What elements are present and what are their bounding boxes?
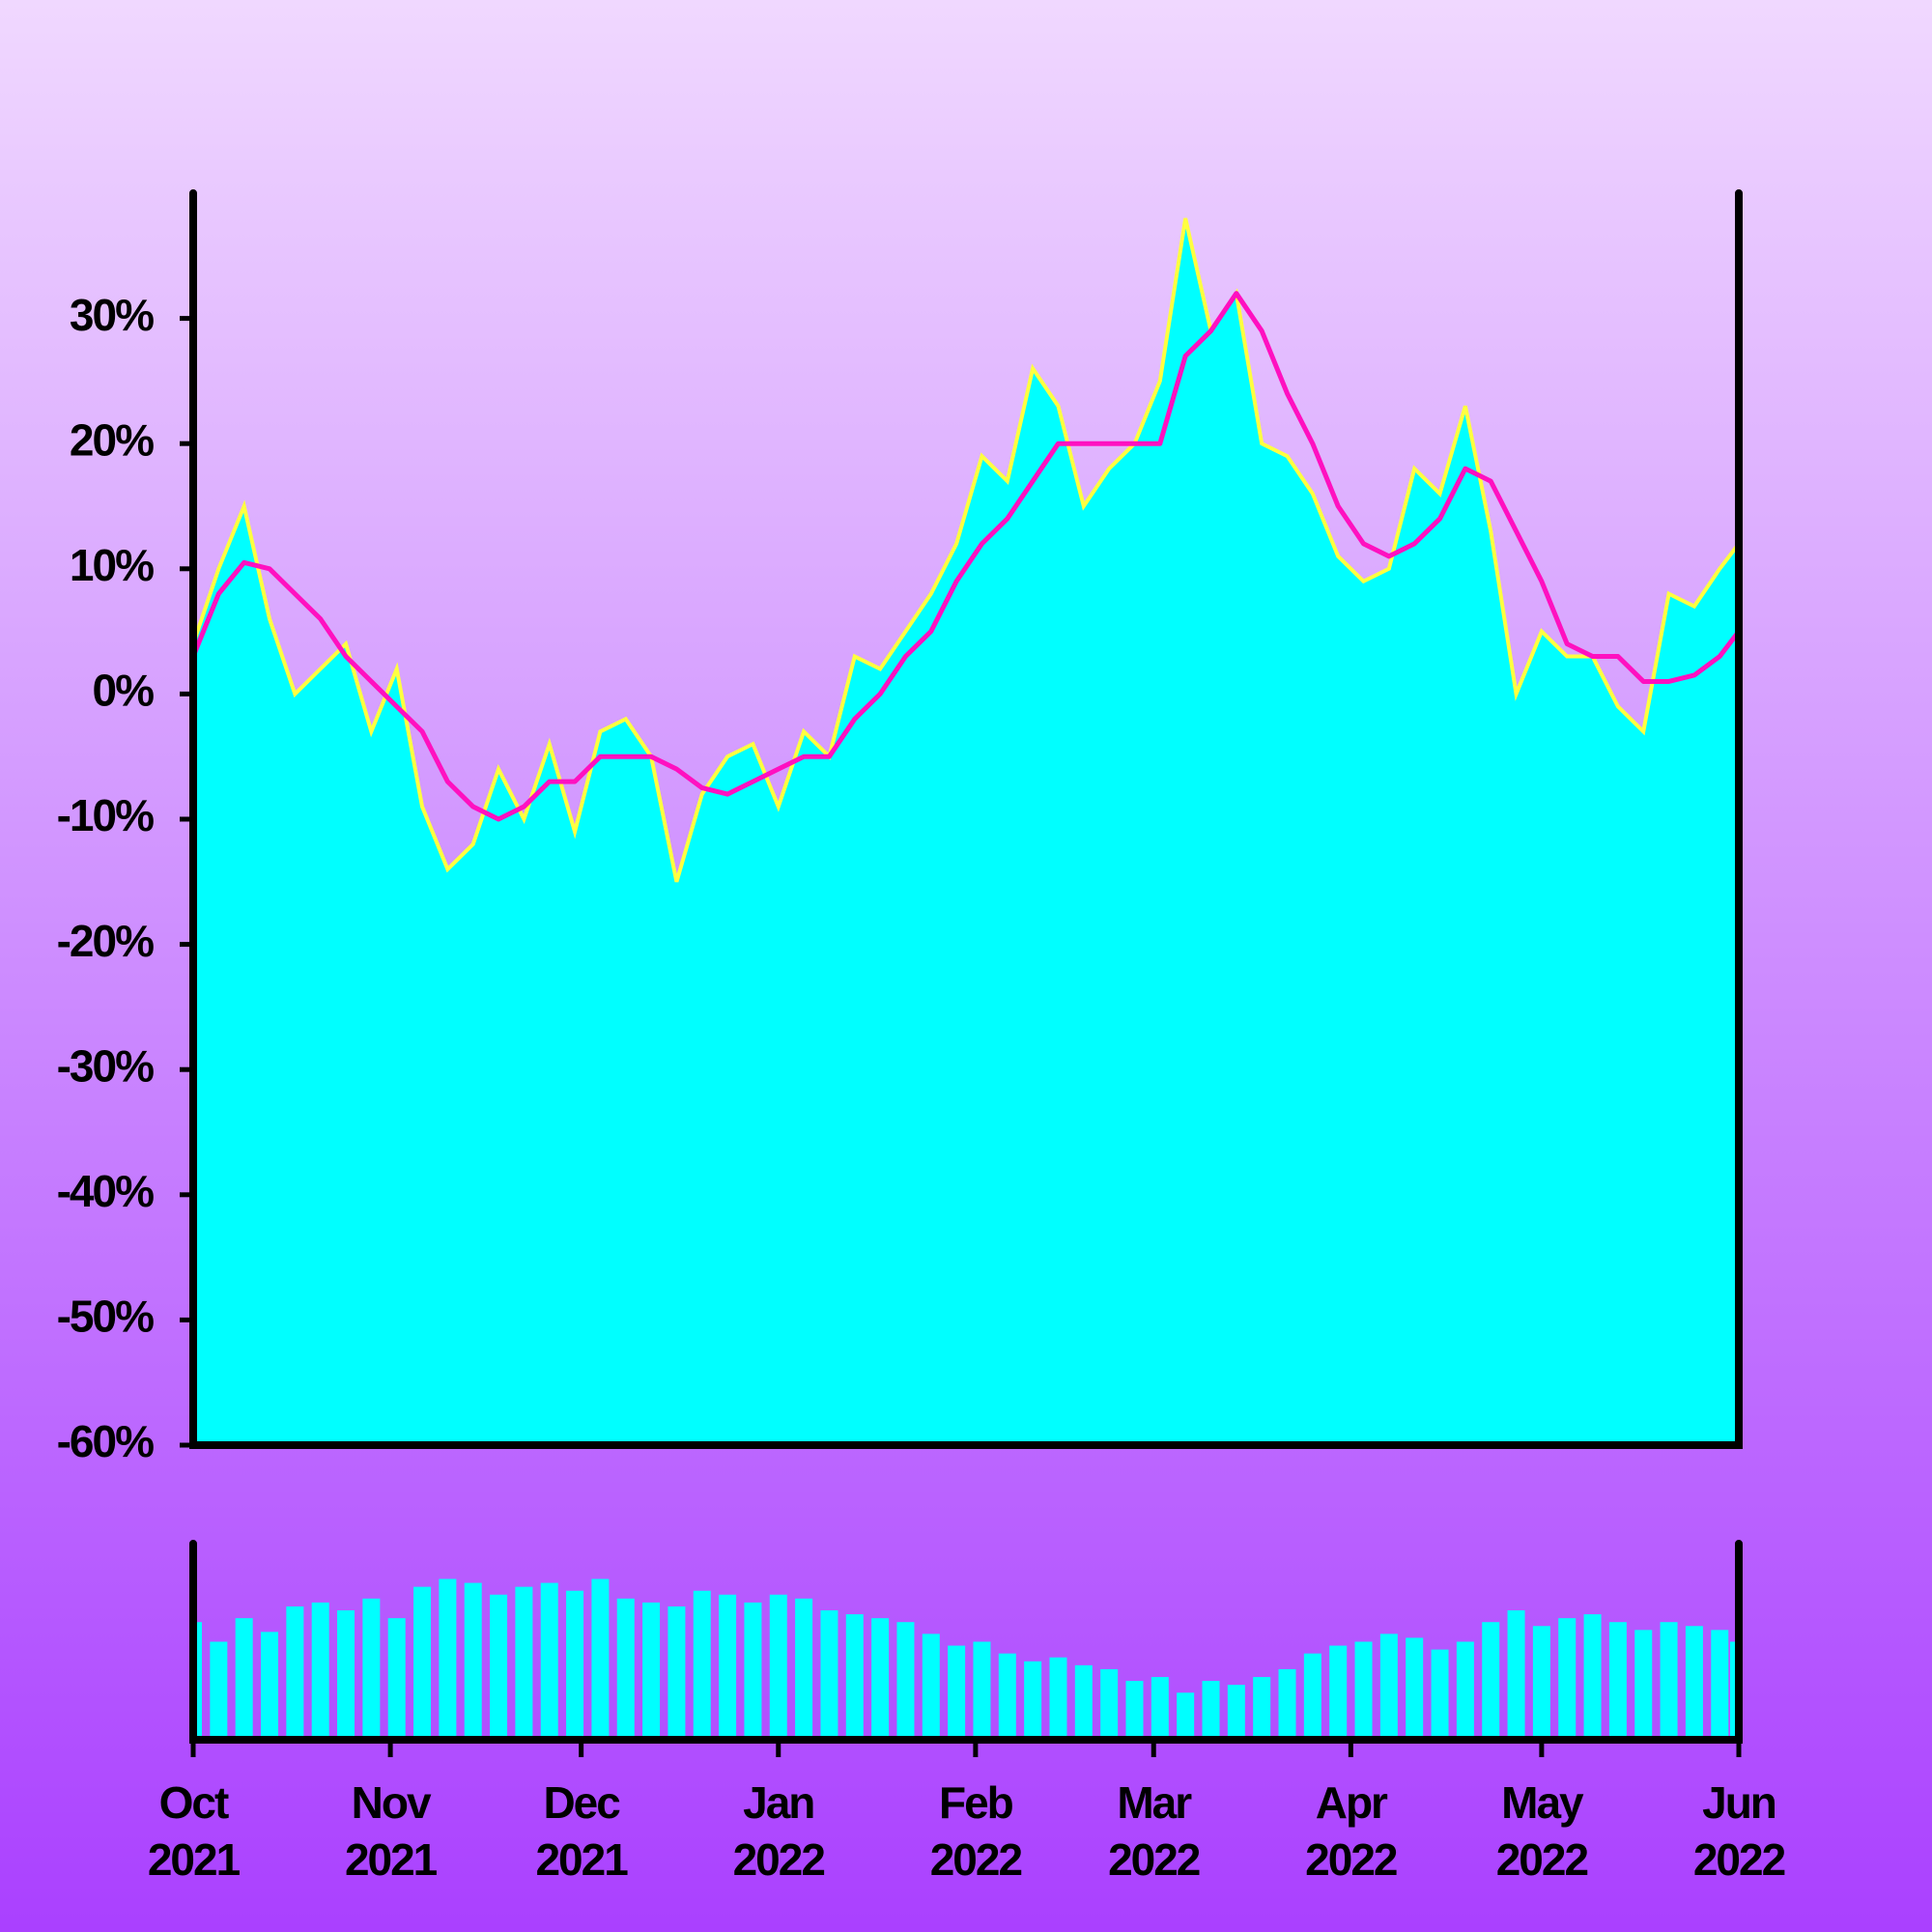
volume-bar [1049,1657,1067,1740]
volume-bar [845,1614,864,1740]
y-tick-label: -10% [57,790,154,840]
volume-bar [1532,1626,1550,1740]
y-tick-label: -40% [57,1166,154,1216]
volume-bar [1024,1661,1042,1740]
volume-bar [464,1582,482,1740]
volume-bar [387,1618,406,1740]
volume-bar [261,1632,279,1740]
volume-bar [693,1590,711,1740]
volume-bar [193,1622,202,1740]
volume-bar [540,1582,558,1740]
volume-bar [998,1653,1016,1740]
volume-bar [1227,1685,1245,1740]
volume-bar [362,1598,381,1740]
volume-bar [1100,1668,1119,1740]
y-tick-label: -50% [57,1292,154,1342]
volume-bar [337,1610,355,1740]
volume-bar [235,1618,253,1740]
volume-bar [1711,1630,1729,1740]
volume-bar [1151,1677,1169,1740]
volume-bar [286,1605,304,1740]
volume-bar [1379,1634,1398,1740]
y-tick-label: 30% [70,290,154,340]
volume-bar [1202,1681,1220,1740]
volume-bar [820,1610,838,1740]
x-tick-label: Jun 2022 [1692,1777,1786,1885]
y-tick-label: -20% [57,916,154,966]
volume-bar [490,1594,508,1740]
volume-bar [769,1594,787,1740]
x-tick-label: Feb 2022 [929,1777,1023,1885]
volume-bar [719,1594,737,1740]
volume-bar [1329,1645,1348,1740]
volume-bar [1278,1668,1296,1740]
volume-bar [1660,1622,1678,1740]
area [193,217,1739,1445]
volume-bar [948,1645,966,1740]
volume-bar [1634,1630,1653,1740]
volume-bar [413,1586,432,1740]
volume-bar [1125,1681,1144,1740]
volume-bar [896,1622,915,1740]
volume-bar [1253,1677,1271,1740]
volume-bar [642,1602,661,1740]
volume-bar [871,1618,890,1740]
axis-frame [189,1540,1743,1744]
volume-bar [1431,1649,1449,1740]
volume-bar [1608,1622,1627,1740]
volume-bar [1482,1622,1500,1740]
volume-bar [311,1602,329,1740]
volume-bar [668,1605,686,1740]
volume-bar [616,1598,635,1740]
volume-bar [1583,1614,1602,1740]
volume-bar [1303,1653,1321,1740]
volume-bar [1507,1610,1525,1740]
volume-bar [566,1590,584,1740]
y-tick-label: 10% [70,540,154,590]
x-tick-label: Mar 2022 [1108,1777,1201,1885]
volume-bar [591,1578,610,1740]
volume-bar [210,1641,228,1740]
volume-bar [1558,1618,1577,1740]
y-tick-label: 0% [93,666,155,716]
volume-bar [439,1578,457,1740]
moving-average-line [190,291,1741,822]
volume-bar [922,1634,940,1740]
y-tick-label: -60% [57,1416,154,1466]
volume-bar [1177,1692,1195,1740]
x-tick-label: Apr 2022 [1305,1777,1398,1885]
y-tick-label: -30% [57,1040,154,1091]
volume-bar [744,1602,762,1740]
axis-frame [189,189,1743,1449]
volume-bar [1074,1664,1093,1740]
volume-bar [1406,1637,1424,1740]
x-tick-label: Dec 2021 [535,1777,628,1885]
x-tick-label: Jan 2022 [732,1777,826,1885]
area-outline [191,217,1741,883]
volume-bar [973,1641,991,1740]
volume-bar [1730,1641,1739,1740]
volume-bar [795,1598,813,1740]
volume-bar [515,1586,533,1740]
x-tick-label: May 2022 [1495,1777,1589,1885]
volume-bar [1685,1626,1703,1740]
y-tick-label: 20% [70,414,154,465]
x-tick-label: Oct 2021 [147,1777,241,1885]
volume-bar [1354,1641,1373,1740]
volume-bar [1456,1641,1474,1740]
x-tick-label: Nov 2021 [344,1777,438,1885]
